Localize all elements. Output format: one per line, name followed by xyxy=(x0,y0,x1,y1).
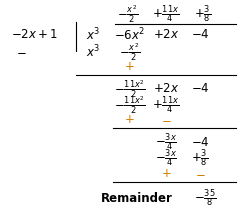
Text: $x^3$: $x^3$ xyxy=(86,26,101,43)
Text: $-6x^2$: $-6x^2$ xyxy=(114,26,146,43)
Text: $-\frac{11x^2}{2}$: $-\frac{11x^2}{2}$ xyxy=(114,94,146,116)
Text: $-\frac{35}{8}$: $-\frac{35}{8}$ xyxy=(194,188,216,209)
Text: $+$: $+$ xyxy=(161,167,171,179)
Text: $-$: $-$ xyxy=(161,113,171,126)
Text: $-2x+1$: $-2x+1$ xyxy=(11,28,58,41)
Text: $+2x$: $+2x$ xyxy=(153,28,179,41)
Text: $+\frac{3}{8}$: $+\frac{3}{8}$ xyxy=(192,147,208,169)
Text: $+$: $+$ xyxy=(124,113,135,126)
Text: $+\frac{11x}{4}$: $+\frac{11x}{4}$ xyxy=(152,4,180,25)
Text: $-\frac{3x}{4}$: $-\frac{3x}{4}$ xyxy=(155,131,177,153)
Text: $x^3$: $x^3$ xyxy=(86,43,101,60)
Text: $-$: $-$ xyxy=(16,45,26,58)
Text: $+2x$: $+2x$ xyxy=(153,82,179,95)
Text: Remainder: Remainder xyxy=(101,192,173,205)
Text: $-4$: $-4$ xyxy=(191,82,209,95)
Text: $+$: $+$ xyxy=(124,60,135,73)
Text: $+\frac{3}{8}$: $+\frac{3}{8}$ xyxy=(194,4,211,25)
Text: $-\frac{3x}{4}$: $-\frac{3x}{4}$ xyxy=(155,147,177,169)
Text: $+\frac{11x}{4}$: $+\frac{11x}{4}$ xyxy=(152,94,180,116)
Text: $-4$: $-4$ xyxy=(191,136,209,149)
Text: $-\frac{x^2}{2}$: $-\frac{x^2}{2}$ xyxy=(117,4,138,26)
Text: $-4$: $-4$ xyxy=(191,28,209,41)
Text: $-\frac{11x^2}{2}$: $-\frac{11x^2}{2}$ xyxy=(114,78,146,100)
Text: $-\frac{x^2}{2}$: $-\frac{x^2}{2}$ xyxy=(119,41,140,63)
Text: $-$: $-$ xyxy=(195,167,205,179)
